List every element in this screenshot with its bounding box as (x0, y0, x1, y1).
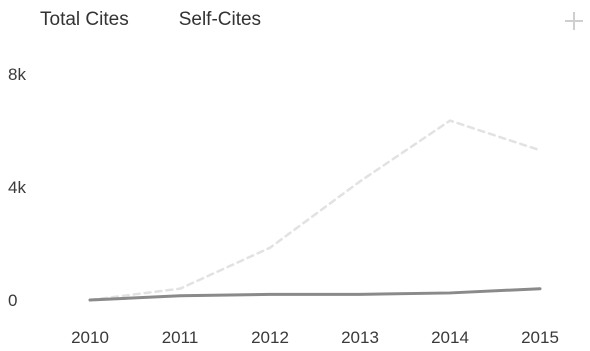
x-tick-label: 2011 (162, 328, 199, 347)
x-tick-label: 2012 (251, 328, 289, 347)
x-tick-label: 2015 (521, 328, 559, 347)
legend-self-cites[interactable]: Self-Cites (178, 9, 262, 30)
plus-icon[interactable] (565, 12, 583, 30)
x-tick-label: 2014 (431, 328, 469, 347)
x-tick-label: 2010 (71, 328, 109, 347)
series-line-total-cites (88, 119, 542, 302)
legend-total-cites[interactable]: Total Cites (40, 9, 129, 30)
y-tick-label: 4k (8, 178, 26, 197)
y-tick-label: 8k (8, 65, 26, 84)
x-tick-label: 2013 (341, 328, 379, 347)
series-line-self-cites (88, 287, 542, 302)
chart-legend: Total Cites Self-Cites (40, 9, 261, 31)
y-tick-label: 0 (8, 291, 17, 310)
